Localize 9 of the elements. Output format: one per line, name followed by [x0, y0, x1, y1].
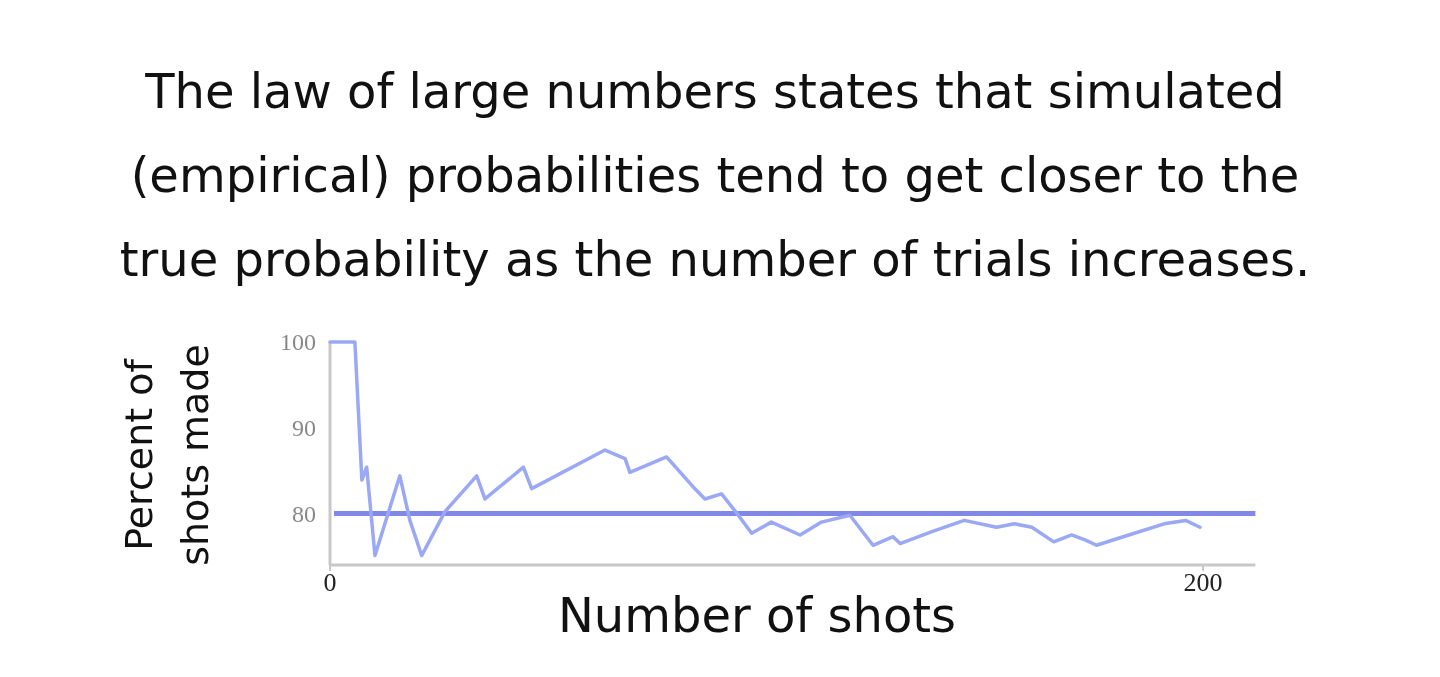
- y-axis-title: Percent of shots made: [117, 344, 217, 566]
- line-series: [328, 340, 1202, 558]
- x-axis-title: Number of shots: [557, 587, 957, 643]
- chart-title: The law of large numbers states that simulated (empirical) probabilities tend to get closer to the true probability as the number of trials increases.: [119, 63, 1311, 287]
- x-tick-label: 0: [323, 568, 337, 597]
- y-tick-label: 90: [292, 415, 316, 442]
- x-tick-label: 200: [1183, 568, 1223, 597]
- y-tick-label: 100: [280, 329, 316, 356]
- y-tick-label: 80: [292, 500, 316, 527]
